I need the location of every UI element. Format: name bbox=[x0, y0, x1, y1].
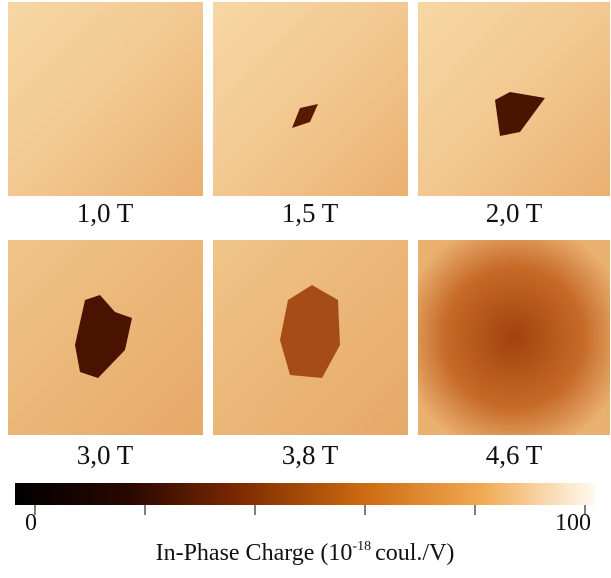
domain bbox=[280, 285, 340, 378]
colorbar-label: In-Phase Charge (10-18 coul./V) bbox=[156, 539, 455, 566]
panel-label: 2,0 T bbox=[486, 198, 543, 228]
panel-image bbox=[213, 2, 408, 196]
domain bbox=[75, 295, 132, 378]
panel-label: 4,6 T bbox=[486, 440, 543, 470]
panel-image bbox=[418, 240, 610, 435]
panel-images bbox=[8, 2, 610, 435]
colorbar bbox=[15, 483, 595, 505]
label-text: coul./V) bbox=[375, 540, 454, 566]
label-exponent: -18 bbox=[352, 539, 371, 554]
panel-label: 1,0 T bbox=[77, 198, 134, 228]
panel-label: 3,0 T bbox=[77, 440, 134, 470]
panel-label: 1,5 T bbox=[282, 198, 339, 228]
domain bbox=[495, 92, 545, 136]
panel-labels: 1,0 T 1,5 T 2,0 T 3,0 T 3,8 T 4,6 T bbox=[77, 198, 543, 470]
panel-image bbox=[8, 2, 203, 196]
domain bbox=[292, 104, 318, 128]
label-text: In-Phase Charge (10 bbox=[156, 540, 353, 566]
tick-label: 100 bbox=[555, 510, 591, 536]
colorbar-axis: 0 100 bbox=[25, 505, 591, 536]
panel-label: 3,8 T bbox=[282, 440, 339, 470]
tick-label: 0 bbox=[25, 510, 37, 536]
